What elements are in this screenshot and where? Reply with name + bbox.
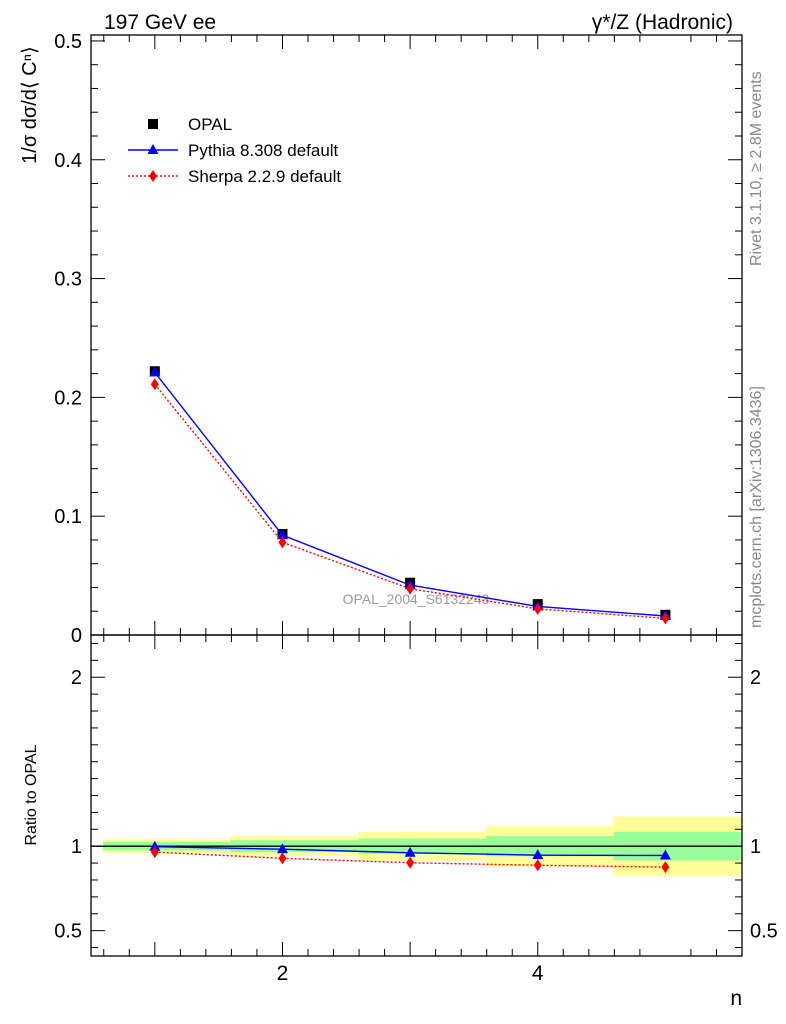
ratio-y-tick-label-right: 1 [750, 836, 761, 858]
sherpa-data-point [406, 582, 415, 595]
x-axis-label: n [730, 987, 742, 1010]
pythia-data-point [149, 366, 161, 377]
mcplots-reference-label: mcplots.cern.ch [arXiv:1306.3436] [748, 386, 765, 628]
ratio-plot-frame [90, 634, 743, 957]
sherpa-data-point [278, 536, 287, 549]
ratio-y-tick-label: 0.5 [54, 921, 82, 943]
series-layer [149, 366, 671, 874]
ratio-y-tick-label: 1 [71, 836, 82, 858]
rivet-version-label: Rivet 3.1.10, ≥ 2.8M events [748, 71, 765, 266]
legend-marker-sherpa [149, 170, 157, 182]
sherpa-ratio-point [406, 856, 415, 869]
sherpa-data-point [150, 378, 159, 391]
legend: OPAL Pythia 8.308 default Sherpa 2.2.9 def… [128, 115, 341, 186]
main-y-tick-label: 0.1 [54, 506, 82, 528]
sherpa-ratio-point [150, 846, 159, 859]
pythia-ratio-point [659, 849, 671, 860]
main-y-tick-label: 0 [71, 625, 82, 647]
sherpa-data-point [533, 602, 542, 615]
sherpa-ratio-point [661, 861, 670, 874]
sherpa-ratio-point [278, 852, 287, 865]
ratio-y-tick-label: 2 [71, 667, 82, 689]
main-y-axis-label: 1/σ dσ/d⟨ Cⁿ⟩ [19, 46, 41, 164]
pythia-ratio-point [532, 849, 544, 860]
sherpa-ratio-line [154, 851, 666, 868]
legend-label-sherpa: Sherpa 2.2.9 default [188, 167, 341, 186]
pythia-ratio-point [276, 843, 288, 854]
plot-frames: 2 4 0 0.1 0.2 0.3 0.4 0.5 0.5 0.5 1 1 2 2 [54, 31, 778, 985]
header-left-label: 197 GeV ee [104, 11, 216, 34]
ratio-y-tick-label-right: 2 [750, 667, 761, 689]
x-tick-label: 2 [277, 962, 289, 985]
sherpa-data-point [661, 612, 670, 625]
ratio-y-tick-label-right: 0.5 [750, 921, 778, 943]
sherpa-ratio-point [533, 859, 542, 872]
legend-label-opal: OPAL [188, 115, 232, 134]
pythia-data-point [276, 529, 288, 540]
header-right-label: γ*/Z (Hadronic) [592, 11, 733, 34]
x-tick-label: 4 [532, 962, 544, 985]
main-y-tick-label: 0.2 [54, 387, 82, 409]
main-y-tick-label: 0.5 [54, 31, 82, 53]
pythia-ratio-point [149, 840, 161, 851]
analysis-watermark: OPAL_2004_S6132243 [343, 591, 490, 607]
main-y-tick-label: 0.4 [54, 150, 82, 172]
legend-label-pythia: Pythia 8.308 default [188, 141, 339, 160]
legend-marker-opal [148, 119, 158, 129]
pythia-ratio-point [404, 846, 416, 857]
ratio-y-axis-label: Ratio to OPAL [23, 744, 40, 845]
main-y-tick-label: 0.3 [54, 269, 82, 291]
legend-marker-pythia [147, 144, 159, 154]
